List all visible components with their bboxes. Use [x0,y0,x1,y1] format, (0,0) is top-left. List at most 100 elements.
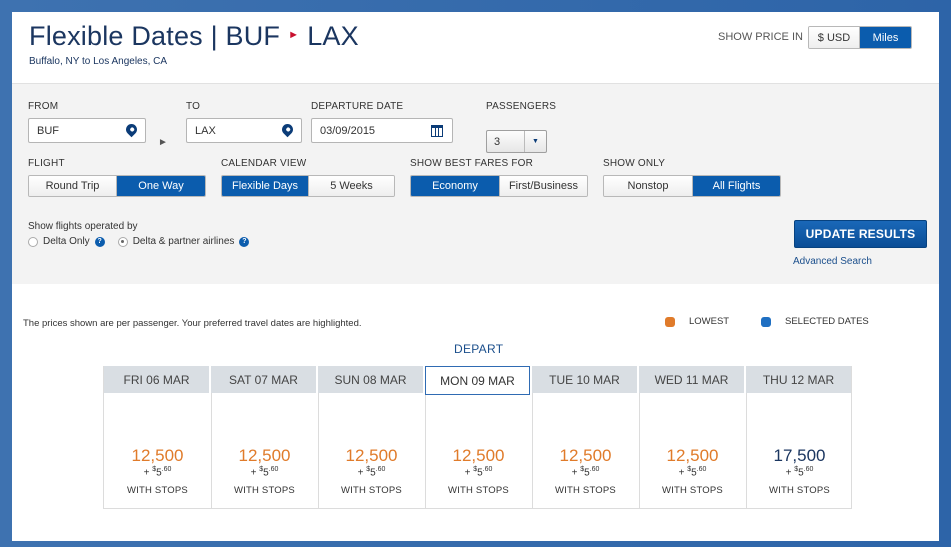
delta-only-radio[interactable] [28,236,38,247]
to-label: TO [186,101,201,112]
day-fee: + $5.60 [318,466,425,478]
day-header[interactable]: WED 11 MAR [639,366,744,393]
show-price-label: SHOW PRICE IN [718,31,803,43]
day-column[interactable]: TUE 10 MAR 12,500 + $5.60 WITH STOPS [532,366,639,509]
update-results-button[interactable]: UPDATE RESULTS [794,220,927,248]
legend-lowest: LOWEST [665,316,729,327]
route-arrow-small-icon: ► [158,137,168,148]
show-only-toggle: Nonstop All Flights [603,175,781,197]
day-column[interactable]: SUN 08 MAR 12,500 + $5.60 WITH STOPS [318,366,425,509]
passengers-label: PASSENGERS [486,101,557,112]
fee-dollar: $ [366,466,371,473]
day-header[interactable]: SUN 08 MAR [318,366,423,393]
route-arrow-icon: ► [288,28,300,41]
day-fee: + $5.60 [532,466,639,478]
day-column[interactable]: WED 11 MAR 12,500 + $5.60 WITH STOPS [639,366,746,509]
price-note: The prices shown are per passenger. Your… [23,318,362,329]
legend-lowest-label: LOWEST [689,316,730,327]
departure-date-label: DEPARTURE DATE [311,101,404,112]
price-miles-option[interactable]: Miles [859,27,911,48]
location-pin-icon[interactable] [279,121,296,138]
day-column-selected[interactable]: MON 09 MAR 12,500 + $5.60 WITH STOPS [425,366,532,509]
day-fee: + $5.60 [425,466,532,478]
fee-amount: 5 [156,467,162,479]
departure-date-field[interactable]: 03/09/2015 [311,118,453,143]
best-fares-label: SHOW BEST FARES FOR [410,158,534,169]
fee-cents: .60 [589,466,600,473]
day-header[interactable]: FRI 06 MAR [104,366,209,393]
day-price[interactable]: 12,500 [238,446,291,465]
all-flights-option[interactable]: All Flights [692,176,780,196]
round-trip-option[interactable]: Round Trip [29,176,116,196]
day-price[interactable]: 12,500 [131,446,184,465]
title-destination: LAX [307,21,359,51]
day-column[interactable]: FRI 06 MAR 12,500 + $5.60 WITH STOPS [104,366,211,509]
economy-option[interactable]: Economy [411,176,499,196]
legend-selected: SELECTED DATES [761,316,869,327]
delta-partner-radio[interactable] [117,236,128,247]
fee-cents: .60 [268,466,279,473]
best-fares-toggle: Economy First/Business [410,175,588,197]
fee-amount: 5 [798,467,804,479]
passengers-value: 3 [494,135,501,148]
fee-dollar: $ [580,466,585,473]
day-stops: WITH STOPS [662,485,723,496]
search-form: FROM BUF ► TO LAX DEPARTURE DATE 03/09/2… [12,84,939,284]
help-icon[interactable]: ? [94,236,105,247]
day-header-selected[interactable]: MON 09 MAR [425,366,530,395]
fee-plus: + [785,467,795,479]
day-header[interactable]: THU 12 MAR [746,366,851,393]
day-column[interactable]: SAT 07 MAR 12,500 + $5.60 WITH STOPS [211,366,318,509]
advanced-search-link[interactable]: Advanced Search [793,256,872,267]
selected-color-swatch [761,316,771,327]
first-business-option[interactable]: First/Business [499,176,587,196]
nonstop-option[interactable]: Nonstop [604,176,692,196]
fee-dollar: $ [794,466,799,473]
five-weeks-option[interactable]: 5 Weeks [308,176,394,196]
fee-amount: 5 [584,467,590,479]
from-field[interactable]: BUF [28,118,146,143]
operated-by-options: Delta Only ? Delta & partner airlines ? [28,236,250,247]
day-price[interactable]: 12,500 [666,446,719,465]
lowest-color-swatch [665,316,675,327]
fee-plus: + [250,467,260,479]
departure-date-value: 03/09/2015 [320,124,376,137]
day-fee: + $5.60 [639,466,746,478]
chevron-down-icon: ▼ [524,131,546,152]
one-way-option[interactable]: One Way [116,176,205,196]
fee-amount: 5 [263,467,269,479]
passengers-select[interactable]: 3 ▼ [486,130,547,153]
day-fee: + $5.60 [746,466,853,478]
day-header[interactable]: TUE 10 MAR [532,366,637,393]
help-icon[interactable]: ? [239,236,250,247]
fee-cents: .60 [375,466,386,473]
flexible-days-option[interactable]: Flexible Days [222,176,308,196]
day-stops: WITH STOPS [234,485,295,496]
delta-partner-label: Delta & partner airlines [132,236,235,247]
calendar-view-label: CALENDAR VIEW [221,158,307,169]
location-pin-icon[interactable] [123,121,140,138]
to-field[interactable]: LAX [186,118,302,143]
page-header: Flexible Dates | BUF ► LAX Buffalo, NY to … [12,12,939,84]
calendar-view-toggle: Flexible Days 5 Weeks [221,175,395,197]
fee-plus: + [678,467,688,479]
price-usd-option[interactable]: $ USD [809,27,860,48]
day-stops: WITH STOPS [127,485,188,496]
day-column[interactable]: THU 12 MAR 17,500 + $5.60 WITH STOPS [746,366,853,509]
fare-calendar-grid: FRI 06 MAR 12,500 + $5.60 WITH STOPS SAT… [103,366,852,509]
day-price[interactable]: 12,500 [452,446,505,465]
day-fee: + $5.60 [211,466,318,478]
fee-plus: + [357,467,367,479]
flexible-dates-panel: Flexible Dates | BUF ► LAX Buffalo, NY to … [12,12,939,541]
calendar-icon[interactable] [431,125,443,137]
from-label: FROM [28,101,59,112]
route-subtitle: Buffalo, NY to Los Angeles, CA [29,56,168,67]
day-price[interactable]: 17,500 [773,446,826,465]
fee-dollar: $ [259,466,264,473]
day-price[interactable]: 12,500 [559,446,612,465]
to-value: LAX [195,124,216,137]
day-fee: + $5.60 [104,466,211,478]
day-header[interactable]: SAT 07 MAR [211,366,316,393]
day-price[interactable]: 12,500 [345,446,398,465]
from-value: BUF [37,124,59,137]
